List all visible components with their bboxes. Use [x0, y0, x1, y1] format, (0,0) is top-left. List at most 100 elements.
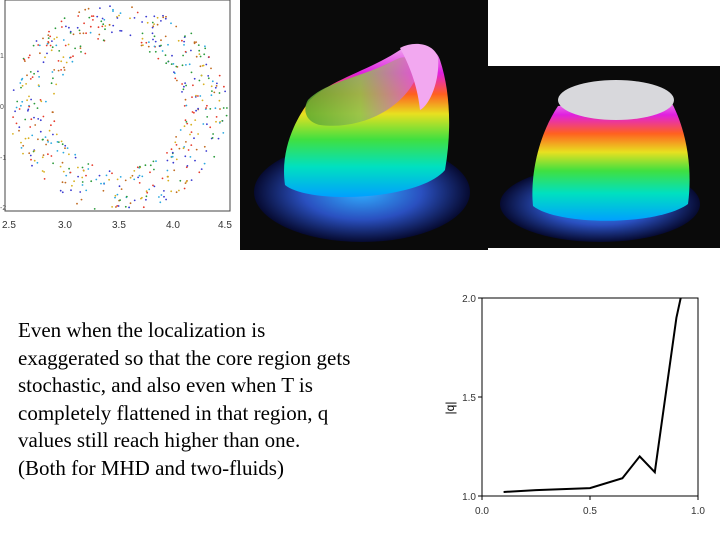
poincare-dot: [157, 57, 160, 60]
poincare-dot: [53, 38, 56, 40]
poincare-dot: [33, 72, 35, 75]
poincare-dot: [20, 141, 22, 144]
poincare-dot: [206, 104, 208, 107]
poincare-dot: [84, 52, 87, 55]
poincare-dot: [190, 144, 193, 147]
poincare-dot: [171, 151, 174, 154]
poincare-dot: [104, 28, 106, 31]
poincare-dot: [195, 109, 198, 112]
poincare-dot: [197, 107, 200, 110]
q-ytick-label: 1.5: [462, 393, 476, 404]
poincare-dot: [88, 16, 91, 19]
poincare-dot: [77, 166, 79, 169]
poincare-dot: [163, 190, 165, 192]
poincare-dot: [28, 105, 31, 108]
caption-line-5: values still reach higher than one.: [18, 428, 301, 452]
poincare-dot: [202, 64, 205, 67]
poincare-dot: [18, 129, 20, 132]
poincare-dot: [95, 178, 98, 181]
poincare-dot: [162, 16, 165, 19]
poincare-dot: [141, 21, 144, 23]
poincare-dot: [54, 27, 57, 30]
poincare-dot: [98, 33, 101, 36]
poincare-dot: [152, 160, 155, 163]
poincare-dot: [85, 174, 87, 177]
poincare-dot: [22, 152, 24, 155]
poincare-dot: [185, 141, 187, 143]
poincare-dot: [171, 155, 174, 158]
poincare-dot: [174, 77, 177, 80]
poincare-dot: [215, 120, 217, 123]
poincare-dot: [56, 141, 59, 143]
poincare-dot: [166, 159, 169, 162]
poincare-dot: [204, 47, 207, 50]
poincare-dot: [153, 45, 156, 48]
poincare-dot: [184, 119, 187, 122]
poincare-dot: [198, 53, 201, 55]
poincare-dot: [185, 180, 188, 183]
poincare-dot: [61, 26, 63, 28]
poincare-dot: [146, 21, 149, 24]
poincare-dot: [102, 39, 105, 42]
q-xtick-label: 0.0: [475, 506, 489, 517]
poincare-dot: [170, 22, 172, 25]
poincare-dot: [148, 188, 151, 191]
poincare-dot: [145, 195, 148, 198]
poincare-dot: [159, 201, 162, 204]
poincare-dot: [160, 44, 162, 47]
poincare-dot: [131, 6, 133, 9]
poincare-dot: [177, 39, 180, 42]
poincare-dot: [81, 184, 84, 186]
poincare-dot: [174, 141, 177, 144]
poincare-dot: [82, 169, 85, 172]
surface-2-flat-top: [558, 80, 674, 120]
poincare-dot: [212, 133, 215, 135]
q-profile-svg: |q| 0.0 0.5 1.0 1.0 1.5 2.0: [443, 294, 705, 517]
poincare-dot: [45, 44, 48, 47]
poincare-dot: [140, 41, 143, 44]
poincare-dot: [117, 205, 120, 207]
poincare-dot: [64, 147, 66, 150]
poincare-dot: [42, 154, 45, 157]
poincare-dot: [22, 144, 25, 147]
poincare-dot: [116, 193, 119, 196]
poincare-dot: [67, 43, 70, 46]
poincare-dot: [200, 168, 203, 171]
poincare-dot: [191, 96, 193, 98]
poincare-dot: [64, 144, 67, 147]
poincare-dot: [58, 50, 61, 52]
temperature-surface-2: [488, 66, 720, 248]
poincare-dot: [166, 152, 168, 154]
poincare-dot: [32, 44, 35, 47]
poincare-dot: [62, 73, 64, 76]
poincare-dot: [167, 179, 170, 182]
poincare-dot: [124, 205, 127, 208]
poincare-dot: [198, 79, 201, 82]
poincare-dot: [97, 38, 99, 40]
surface-2-body: [532, 96, 690, 221]
poincare-dot: [31, 76, 34, 78]
poincare-dot: [183, 85, 185, 88]
poincare-dot: [19, 82, 22, 84]
poincare-dot: [199, 55, 202, 58]
poincare-dot: [50, 155, 53, 157]
poincare-dot: [85, 32, 87, 35]
poincare-dot: [141, 37, 144, 40]
poincare-dot: [153, 35, 156, 38]
poincare-dot: [45, 143, 47, 146]
poincare-dot: [175, 144, 178, 146]
poincare-dot: [79, 32, 81, 35]
poincare-dot: [112, 8, 114, 11]
poincare-dot: [12, 89, 15, 91]
poincare-dot: [119, 176, 122, 178]
poincare-dot: [214, 107, 217, 110]
poincare-dot: [133, 17, 136, 19]
poincare-dot: [116, 178, 119, 181]
poincare-dot: [205, 107, 208, 109]
poincare-dot: [160, 194, 163, 196]
poincare-dot: [16, 100, 19, 103]
poincare-dot: [140, 44, 143, 47]
poincare-dot: [65, 25, 67, 28]
poincare-dot: [137, 176, 140, 179]
poincare-dot: [129, 176, 132, 179]
